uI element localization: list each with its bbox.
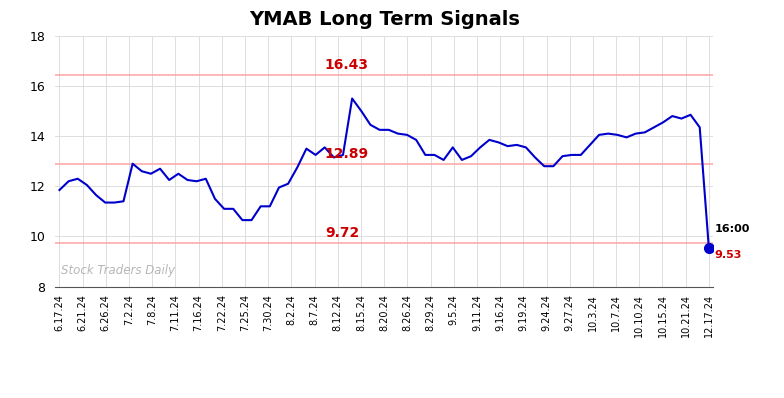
Text: 9.53: 9.53: [714, 250, 742, 259]
Text: 12.89: 12.89: [325, 147, 369, 161]
Text: 9.72: 9.72: [325, 226, 359, 240]
Text: 16:00: 16:00: [714, 224, 750, 234]
Text: 16.43: 16.43: [325, 58, 369, 72]
Text: Stock Traders Daily: Stock Traders Daily: [61, 263, 176, 277]
Title: YMAB Long Term Signals: YMAB Long Term Signals: [249, 10, 520, 29]
